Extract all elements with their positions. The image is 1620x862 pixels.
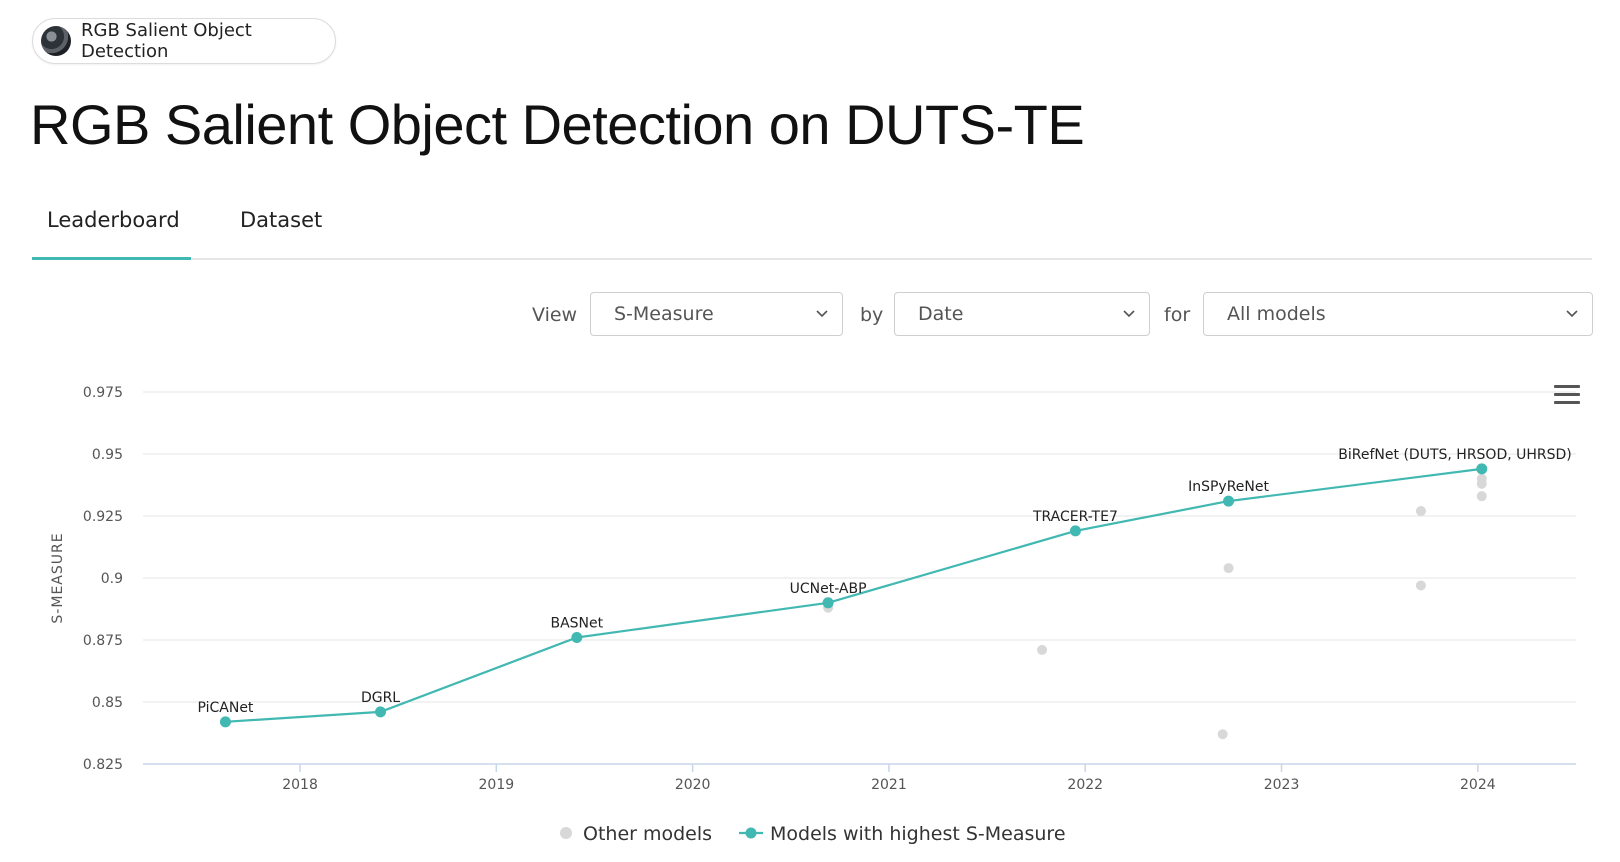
point-label: TRACER-TE7	[1032, 509, 1118, 525]
metric-select-value: S-Measure	[614, 303, 714, 325]
x-tick-label: 2023	[1264, 777, 1300, 793]
x-tick-label: 2019	[479, 777, 515, 793]
point-label: BASNet	[550, 616, 603, 632]
best-model-point	[375, 706, 387, 718]
y-tick-label: 0.95	[92, 447, 123, 463]
y-tick-label: 0.825	[83, 757, 123, 773]
chevron-down-icon	[816, 310, 828, 318]
y-axis-title: S-MEASURE	[50, 532, 66, 623]
other-model-point	[1415, 580, 1426, 591]
legend-other-marker	[560, 827, 572, 839]
chevron-down-icon	[1123, 310, 1135, 318]
x-tick-label: 2024	[1460, 777, 1496, 793]
x-tick-label: 2020	[675, 777, 711, 793]
point-label: DGRL	[361, 690, 400, 706]
tab-dataset[interactable]: Dataset	[240, 208, 323, 232]
point-label: PiCANet	[197, 700, 253, 716]
other-models-points	[823, 473, 1487, 740]
xaxis-select[interactable]: Date	[894, 292, 1150, 336]
legend-best-label: Models with highest S-Measure	[770, 823, 1066, 845]
y-tick-label: 0.9	[101, 571, 123, 587]
x-tick-label: 2021	[871, 777, 907, 793]
other-model-point	[1476, 491, 1487, 502]
other-model-point	[1476, 478, 1487, 489]
best-models-line	[219, 463, 1488, 728]
y-tick-label: 0.975	[83, 385, 123, 401]
models-select[interactable]: All models	[1203, 292, 1593, 336]
best-model-point	[1223, 495, 1235, 507]
y-tick-label: 0.925	[83, 509, 123, 525]
point-label: UCNet-ABP	[790, 581, 867, 597]
view-label: View	[532, 304, 578, 326]
legend: Other models Models with highest S-Measur…	[560, 823, 1066, 845]
active-tab-indicator	[32, 257, 191, 260]
tab-leaderboard[interactable]: Leaderboard	[47, 208, 180, 232]
y-tick-label: 0.875	[83, 633, 123, 649]
xaxis-select-value: Date	[918, 303, 964, 325]
models-select-value: All models	[1227, 303, 1326, 325]
tab-bar: Leaderboard Dataset	[32, 196, 1592, 260]
chevron-down-icon	[1566, 310, 1578, 318]
x-tick-label: 2018	[282, 777, 318, 793]
point-labels: PiCANet DGRL BASNet UCNet-ABP TRACER-TE7 InSP…	[197, 447, 1571, 716]
for-label: for	[1164, 304, 1191, 326]
legend-best-marker	[745, 827, 757, 839]
chart-controls: View S-Measure by Date for All models	[0, 292, 1620, 338]
other-model-point	[1217, 729, 1228, 740]
legend-other-label: Other models	[583, 823, 712, 845]
other-model-point	[1223, 563, 1234, 574]
best-model-point	[571, 632, 583, 644]
best-model-point	[822, 597, 834, 609]
other-model-point	[1037, 644, 1048, 655]
best-model-point	[219, 716, 231, 728]
point-label: InSPyReNet	[1188, 479, 1269, 495]
x-tick-label: 2022	[1067, 777, 1103, 793]
axes: 0.825 0.85 0.875 0.9 0.925 0.95 0.975 2018 2019 2…	[83, 385, 1576, 793]
page-title: RGB Salient Object Detection on DUTS-TE	[30, 93, 1085, 156]
other-model-point	[1415, 506, 1426, 517]
by-label: by	[860, 304, 884, 326]
point-label: BiRefNet (DUTS, HRSOD, UHRSD)	[1338, 447, 1571, 463]
grid-lines	[143, 391, 1576, 703]
task-chip[interactable]: RGB Salient Object Detection	[32, 18, 336, 64]
task-thumbnail-icon	[41, 26, 71, 56]
best-model-point	[1476, 463, 1488, 475]
metric-select[interactable]: S-Measure	[590, 292, 843, 336]
chart-menu-icon[interactable]	[1554, 385, 1580, 407]
best-model-point	[1069, 525, 1081, 537]
y-tick-label: 0.85	[92, 695, 123, 711]
task-chip-label: RGB Salient Object Detection	[81, 20, 252, 62]
